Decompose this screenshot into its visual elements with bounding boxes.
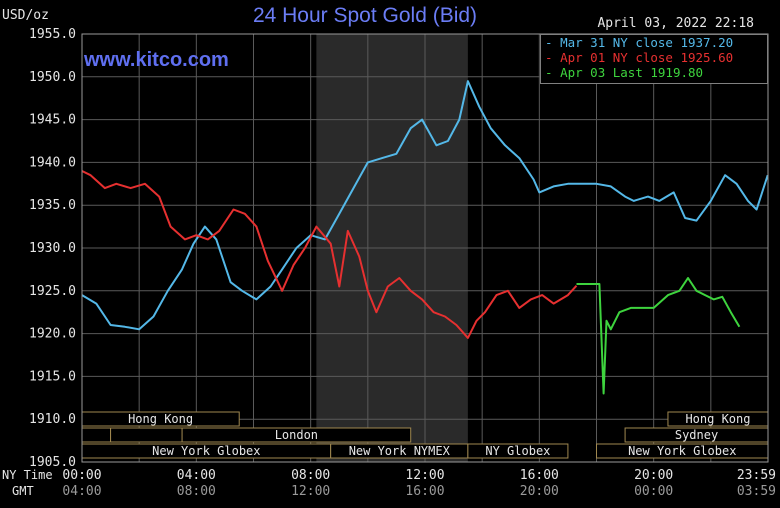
market-sessions: Hong Kong Hong Kong London Sydney New York G… xyxy=(81,411,769,459)
x-tick-label-ny: 08:00 xyxy=(291,468,330,483)
session-box xyxy=(110,427,183,443)
y-axis-unit: USD/oz xyxy=(2,8,49,23)
y-tick-label: 1935.0 xyxy=(29,198,76,213)
price-lines xyxy=(81,80,769,395)
x-tick-label-ny: 20:00 xyxy=(634,468,673,483)
watermark: www.kitco.com xyxy=(84,49,229,71)
y-tick-label: 1950.0 xyxy=(29,70,76,85)
x-tick-label-ny: 12:00 xyxy=(405,468,444,483)
legend: - Mar 31 NY close 1937.20 - Apr 01 NY cl… xyxy=(540,34,768,84)
session-box xyxy=(81,427,112,443)
price-line-series xyxy=(81,80,769,331)
x-tick-label-ny: 00:00 xyxy=(62,468,101,483)
session-label: New York Globex xyxy=(628,444,736,458)
session-label: New York Globex xyxy=(152,444,260,458)
x-tick-label-ny: 16:00 xyxy=(520,468,559,483)
legend-entry-apr03: - Apr 03 Last 1919.80 xyxy=(541,65,767,80)
chart-grid xyxy=(82,33,768,463)
legend-label: Mar 31 NY close 1937.20 xyxy=(560,35,734,50)
x-tick-label-gmt: 00:00 xyxy=(634,484,673,499)
session-label: London xyxy=(275,428,318,442)
y-tick-label: 1905.0 xyxy=(29,455,76,470)
legend-dash-icon: - xyxy=(545,65,561,80)
session-label: New York NYMEX xyxy=(349,444,451,458)
x-tick-label-gmt: 03:59 xyxy=(737,484,776,499)
gmt-label: GMT xyxy=(12,484,34,498)
legend-label: Apr 03 Last 1919.80 xyxy=(560,65,704,80)
x-tick-label-gmt: 04:00 xyxy=(62,484,101,499)
x-axis-ticks: 00:00 04:00 08:00 12:00 16:00 20:00 23:5904:00… xyxy=(62,468,776,499)
session-label: NY Globex xyxy=(485,444,550,458)
plot-border xyxy=(81,33,769,463)
ny-time-label: NY Time xyxy=(2,468,53,482)
y-tick-label: 1940.0 xyxy=(29,155,76,170)
session-label: Sydney xyxy=(675,428,718,442)
y-axis-ticks: 1955.0 1950.0 1945.0 1940.0 1935.0 1930.0 1925… xyxy=(29,27,76,470)
y-tick-label: 1930.0 xyxy=(29,241,76,256)
x-tick-label-gmt: 20:00 xyxy=(520,484,559,499)
timestamp: April 03, 2022 22:18 xyxy=(597,16,754,31)
x-tick-label-ny: 23:59 xyxy=(737,468,776,483)
session-label: Hong Kong xyxy=(685,412,750,426)
legend-dash-icon: - xyxy=(545,50,561,65)
price-line-series xyxy=(576,277,741,395)
y-tick-label: 1920.0 xyxy=(29,327,76,342)
x-tick-label-ny: 04:00 xyxy=(177,468,216,483)
x-tick-label-gmt: 16:00 xyxy=(405,484,444,499)
legend-entry-mar31: - Mar 31 NY close 1937.20 xyxy=(541,35,767,50)
x-tick-label-gmt: 08:00 xyxy=(177,484,216,499)
legend-entry-apr01: - Apr 01 NY close 1925.60 xyxy=(541,50,767,65)
chart-title: 24 Hour Spot Gold (Bid) xyxy=(252,4,478,27)
y-tick-label: 1910.0 xyxy=(29,412,76,427)
price-line-series xyxy=(81,170,578,339)
y-tick-label: 1915.0 xyxy=(29,369,76,384)
session-label: Hong Kong xyxy=(128,412,193,426)
x-tick-label-gmt: 12:00 xyxy=(291,484,330,499)
y-tick-label: 1925.0 xyxy=(29,284,76,299)
session-box xyxy=(467,443,569,459)
legend-dash-icon: - xyxy=(545,35,561,50)
y-tick-label: 1945.0 xyxy=(29,113,76,128)
legend-label: Apr 01 NY close 1925.60 xyxy=(560,50,734,65)
y-tick-label: 1955.0 xyxy=(29,27,76,42)
